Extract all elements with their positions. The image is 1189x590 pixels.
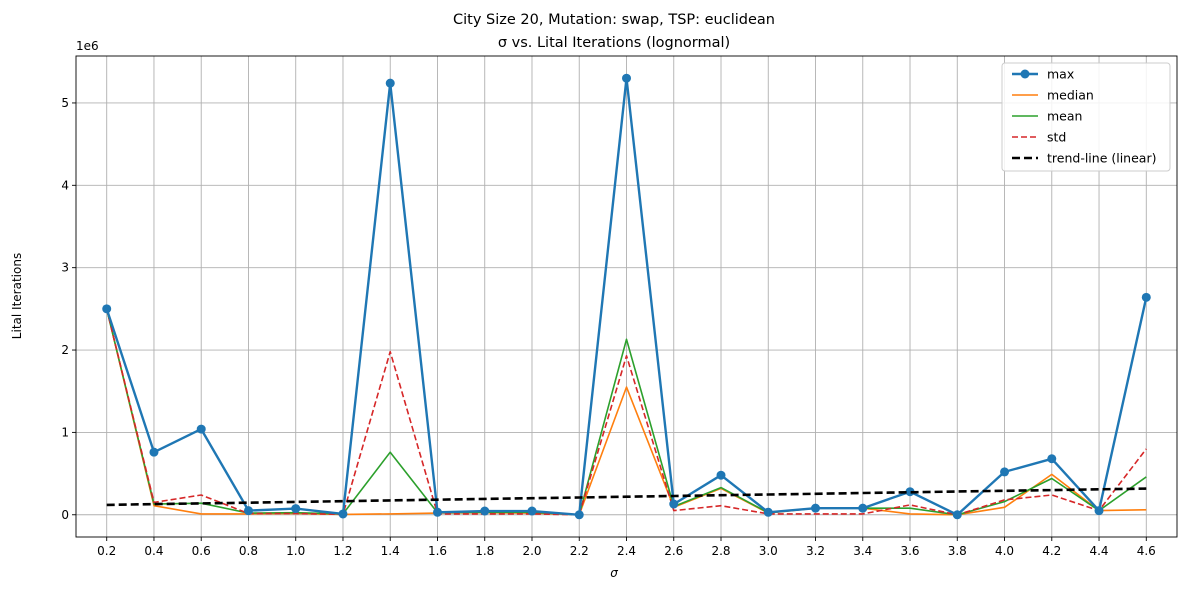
data-point-max <box>669 499 679 509</box>
data-point-max <box>622 73 631 83</box>
data-point-max <box>338 509 348 519</box>
x-tick-label: 4.2 <box>1042 544 1061 558</box>
chart-title-line1: City Size 20, Mutation: swap, TSP: eucli… <box>453 12 775 28</box>
data-point-max <box>243 506 253 516</box>
axis-ticks: 0.2 0.4 0.6 0.8 1.0 1.2 1.4 1.6 1.8 2.0 2.2 2.4 2.6 2… <box>61 96 1155 558</box>
x-tick-label: 1.4 <box>381 544 400 558</box>
x-tick-label: 1.2 <box>333 544 352 558</box>
data-point-max <box>432 507 442 517</box>
x-tick-label: 3.4 <box>853 544 872 558</box>
x-tick-label: 0.4 <box>144 544 163 558</box>
data-point-max <box>1141 292 1151 302</box>
data-point-max <box>716 470 726 480</box>
x-tick-label: 1.8 <box>475 544 494 558</box>
data-point-max <box>149 447 159 457</box>
plot-series <box>102 73 1151 520</box>
data-point-max <box>480 506 490 516</box>
data-point-max <box>811 503 821 513</box>
x-tick-label: 4.4 <box>1089 544 1108 558</box>
x-tick-label: 2.2 <box>570 544 589 558</box>
x-tick-label: 2.4 <box>617 544 636 558</box>
data-point-max <box>291 504 301 514</box>
x-tick-label: 3.2 <box>806 544 825 558</box>
y-tick-label: 3 <box>61 261 69 275</box>
data-point-max <box>763 507 773 517</box>
x-tick-label: 1.6 <box>428 544 447 558</box>
legend-entry-label: median <box>1047 88 1094 103</box>
y-tick-label: 5 <box>61 96 69 110</box>
data-point-max <box>1047 454 1057 464</box>
y-tick-label: 1 <box>61 425 69 439</box>
data-point-max <box>858 503 868 513</box>
x-tick-label: 0.6 <box>192 544 211 558</box>
y-offset-text: 1e6 <box>76 39 99 53</box>
x-tick-label: 0.8 <box>239 544 258 558</box>
x-tick-label: 0.2 <box>97 544 116 558</box>
legend: max median mean std trend-line (linear) <box>1001 62 1171 172</box>
legend-entry-label: max <box>1047 67 1074 82</box>
data-point-max <box>102 304 112 314</box>
x-tick-label: 2.0 <box>522 544 541 558</box>
x-tick-label: 2.6 <box>664 544 683 558</box>
y-tick-label: 2 <box>61 343 69 357</box>
data-point-max <box>527 506 537 516</box>
data-point-max <box>196 424 206 434</box>
data-point-max <box>1000 467 1010 477</box>
data-point-max <box>952 510 962 520</box>
x-tick-label: 1.0 <box>286 544 305 558</box>
legend-entry-label: trend-line (linear) <box>1047 151 1156 166</box>
chart-title-line2: σ vs. Lital Iterations (lognormal) <box>498 35 730 51</box>
x-tick-label: 4.6 <box>1137 544 1156 558</box>
legend-entry-label: std <box>1047 130 1066 145</box>
x-axis-label: σ <box>610 566 618 580</box>
x-tick-label: 3.0 <box>759 544 778 558</box>
grid <box>76 56 1177 537</box>
series-line-std <box>105 308 1147 516</box>
legend-marker <box>1020 69 1030 79</box>
legend-entry-label: mean <box>1047 109 1082 124</box>
data-point-max <box>905 487 915 497</box>
x-tick-label: 3.6 <box>900 544 919 558</box>
y-tick-label: 4 <box>61 178 69 192</box>
x-tick-label: 4.0 <box>995 544 1014 558</box>
data-point-max <box>385 78 395 88</box>
x-tick-label: 2.8 <box>711 544 730 558</box>
y-tick-label: 0 <box>61 508 69 522</box>
data-point-max <box>574 510 584 520</box>
series-line-trend-line-linear <box>106 487 1147 507</box>
data-point-max <box>1094 506 1104 516</box>
y-axis-label: Lital Iterations <box>10 253 24 339</box>
legend-box <box>1001 62 1171 172</box>
x-tick-label: 3.8 <box>948 544 967 558</box>
